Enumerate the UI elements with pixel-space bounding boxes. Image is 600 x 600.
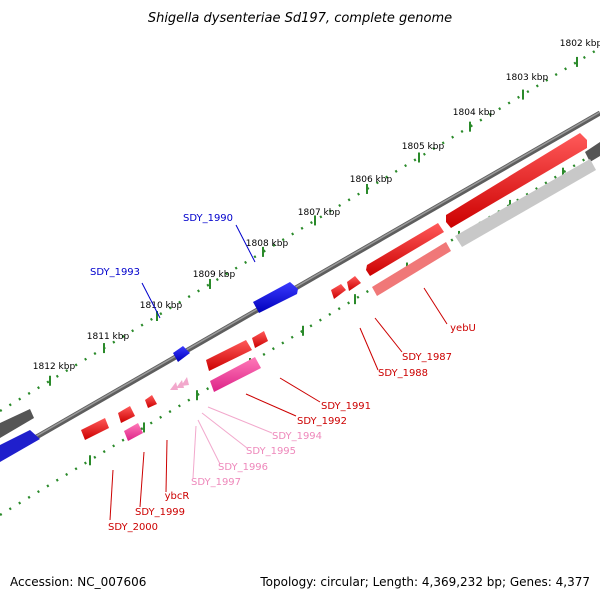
- gene-label-SDY_1995: SDY_1995: [246, 446, 296, 457]
- scale-label: 1810 kbp: [140, 301, 183, 311]
- red-feature-small-3: [252, 331, 268, 348]
- red-feature-small-2: [347, 276, 361, 291]
- red-feature-small-1: [331, 284, 346, 299]
- SDY_2000-feature: [81, 418, 109, 440]
- SDY_1990-feature: [253, 282, 298, 313]
- yebU-feature: [372, 242, 451, 296]
- red-feature-1991: [206, 340, 252, 371]
- gene-callout-lines: [109, 224, 448, 521]
- scale-labels: 1802 kbp 1803 kbp 1804 kbp 1805 kbp 1806 kbp…: [33, 39, 600, 372]
- scale-label: 1802 kbp: [560, 39, 600, 49]
- gene-label-ybcR: ybcR: [165, 491, 190, 502]
- scale-label: 1811 kbp: [87, 332, 130, 342]
- scale-label: 1807 kbp: [298, 208, 341, 218]
- gene-label-yebU: yebU: [450, 323, 476, 334]
- scale-ticks: [49, 56, 578, 466]
- scale-label: 1803 kbp: [506, 73, 549, 83]
- genome-backbone: [0, 110, 600, 461]
- gene-label-SDY_1990: SDY_1990: [183, 213, 233, 224]
- ybcR-feature: [145, 395, 157, 408]
- map-title: Shigella dysenteriae Sd197, complete gen…: [148, 11, 452, 26]
- gene-label-SDY_1997: SDY_1997: [191, 477, 241, 488]
- genome-summary-text: Topology: circular; Length: 4,369,232 bp…: [260, 575, 590, 589]
- gene-label-SDY_1992: SDY_1992: [297, 416, 347, 427]
- genome-backbone-highlight: [0, 111, 600, 458]
- pink-feature-small: [124, 423, 143, 441]
- outer-scale-track: [0, 46, 600, 413]
- scale-label: 1804 kbp: [453, 108, 496, 118]
- pink-chevrons: [170, 377, 189, 390]
- gray-feature-right-top: [585, 142, 600, 162]
- red-feature-long-top: [446, 133, 587, 228]
- red-feature-mid: [366, 223, 444, 276]
- gene-label-SDY_1987: SDY_1987: [402, 352, 452, 363]
- accession-text: Accession: NC_007606: [10, 575, 147, 589]
- gene-label-SDY_2000: SDY_2000: [108, 522, 158, 533]
- gene-label-SDY_1988: SDY_1988: [378, 368, 428, 379]
- gray-feature-left-top: [0, 409, 34, 438]
- SDY_1992-feature: [210, 357, 261, 392]
- scale-label: 1805 kbp: [402, 142, 445, 152]
- scale-label: 1808 kbp: [246, 239, 289, 249]
- gene-label-SDY_1994: SDY_1994: [272, 431, 322, 442]
- scale-label: 1806 kbp: [350, 175, 393, 185]
- SDY_1993-feature: [173, 346, 190, 362]
- scale-label: 1812 kbp: [33, 362, 76, 372]
- blue-feature-left: [0, 430, 40, 462]
- gene-label-SDY_1996: SDY_1996: [218, 462, 268, 473]
- gene-label-SDY_1991: SDY_1991: [321, 401, 371, 412]
- gene-label-SDY_1999: SDY_1999: [135, 507, 185, 518]
- gene-label-SDY_1993: SDY_1993: [90, 267, 140, 278]
- gene-labels: SDY_1990 SDY_1993 yebU SDY_1987 SDY_1988…: [90, 213, 476, 533]
- scale-label: 1809 kbp: [193, 270, 236, 280]
- gray-feature-right-long: [455, 159, 596, 247]
- SDY_1999-feature: [118, 406, 135, 423]
